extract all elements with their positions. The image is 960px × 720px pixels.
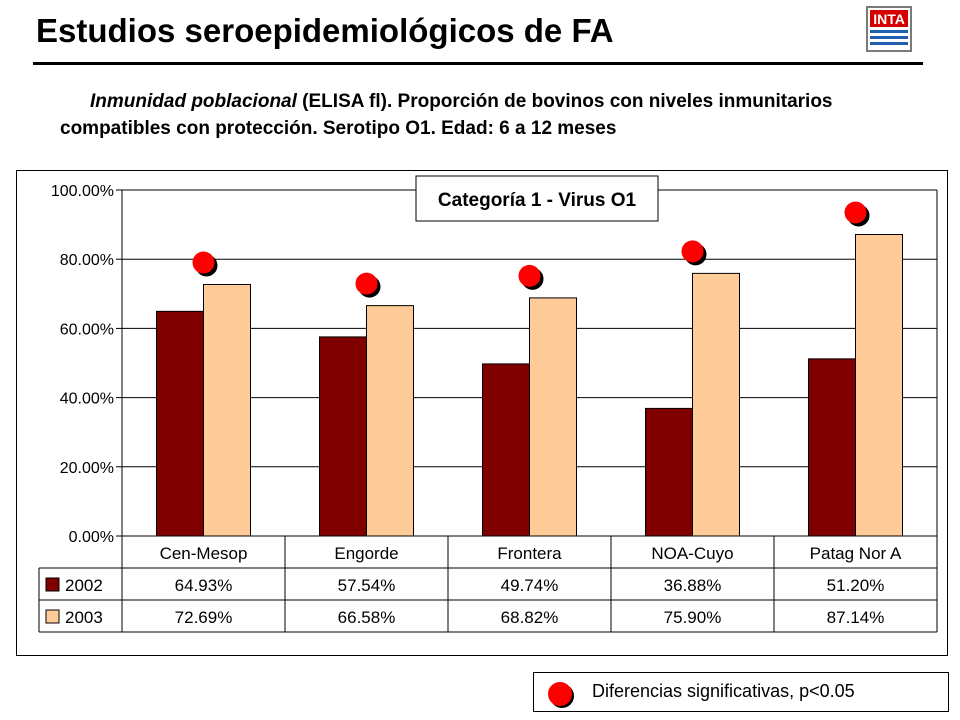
bar-2002 bbox=[645, 407, 693, 537]
significance-marker bbox=[844, 201, 867, 224]
legend-swatch-2002 bbox=[45, 577, 60, 592]
data-label: 57.54% bbox=[338, 576, 396, 595]
data-label: 68.82% bbox=[501, 608, 559, 627]
data-label: 72.69% bbox=[175, 608, 233, 627]
data-label: 49.74% bbox=[501, 576, 559, 595]
title-divider bbox=[33, 62, 923, 65]
y-tick-label: 80.00% bbox=[60, 252, 114, 269]
bar-2003 bbox=[692, 272, 740, 537]
x-tick-label: Engorde bbox=[334, 544, 398, 563]
bar-2002 bbox=[156, 310, 204, 537]
x-tick-label: Frontera bbox=[497, 544, 562, 563]
x-tick-label: Patag Nor A bbox=[810, 544, 902, 563]
significance-legend-text: Diferencias significativas, p<0.05 bbox=[592, 681, 855, 701]
x-tick-label: Cen-Mesop bbox=[160, 544, 248, 563]
significance-legend: Diferencias significativas, p<0.05 bbox=[533, 672, 949, 712]
bar-2003 bbox=[529, 297, 577, 537]
y-tick-label: 0.00% bbox=[69, 529, 114, 546]
significance-marker bbox=[681, 240, 704, 263]
inta-logo: INTA bbox=[866, 6, 912, 52]
chart-title-box bbox=[415, 175, 659, 222]
bar-2003 bbox=[203, 283, 251, 537]
logo-text: INTA bbox=[873, 11, 905, 27]
description-rest: (ELISA fl). Proporción de bovinos con ni… bbox=[60, 91, 833, 139]
legend-label: 2002 bbox=[65, 576, 103, 595]
bar-2003 bbox=[855, 233, 903, 537]
legend-swatch-2003 bbox=[45, 609, 60, 624]
chart-frame: 0.00% 20.00% 40.00% 60.00% 80.00% 100.00% Cen-… bbox=[16, 170, 948, 656]
x-tick-label: NOA-Cuyo bbox=[651, 544, 733, 563]
bar-2002 bbox=[319, 336, 367, 537]
data-label: 66.58% bbox=[338, 608, 396, 627]
bar-2002 bbox=[808, 358, 856, 537]
significance-dot-icon bbox=[548, 682, 572, 706]
data-label: 75.90% bbox=[664, 608, 722, 627]
data-label: 64.93% bbox=[175, 576, 233, 595]
significance-marker bbox=[192, 251, 215, 274]
y-tick-label: 100.00% bbox=[51, 183, 114, 200]
legend-label: 2003 bbox=[65, 608, 103, 627]
bar-2003 bbox=[366, 305, 414, 537]
y-tick-label: 60.00% bbox=[60, 321, 114, 338]
chart-description: Inmunidad poblacional (ELISA fl). Propor… bbox=[60, 88, 930, 142]
bar-2002 bbox=[482, 363, 530, 537]
data-label: 87.14% bbox=[827, 608, 885, 627]
y-tick-label: 40.00% bbox=[60, 391, 114, 408]
chart-title: Categoría 1 - Virus O1 bbox=[438, 190, 637, 211]
data-label: 51.20% bbox=[827, 576, 885, 595]
significance-marker bbox=[355, 272, 378, 295]
y-tick-label: 20.00% bbox=[60, 460, 114, 477]
data-label: 36.88% bbox=[664, 576, 722, 595]
significance-marker bbox=[518, 264, 541, 287]
description-italic: Inmunidad poblacional bbox=[90, 91, 297, 112]
page-title: Estudios seroepidemiológicos de FA bbox=[36, 12, 614, 49]
bar-chart: 0.00% 20.00% 40.00% 60.00% 80.00% 100.00% Cen-… bbox=[38, 175, 938, 633]
